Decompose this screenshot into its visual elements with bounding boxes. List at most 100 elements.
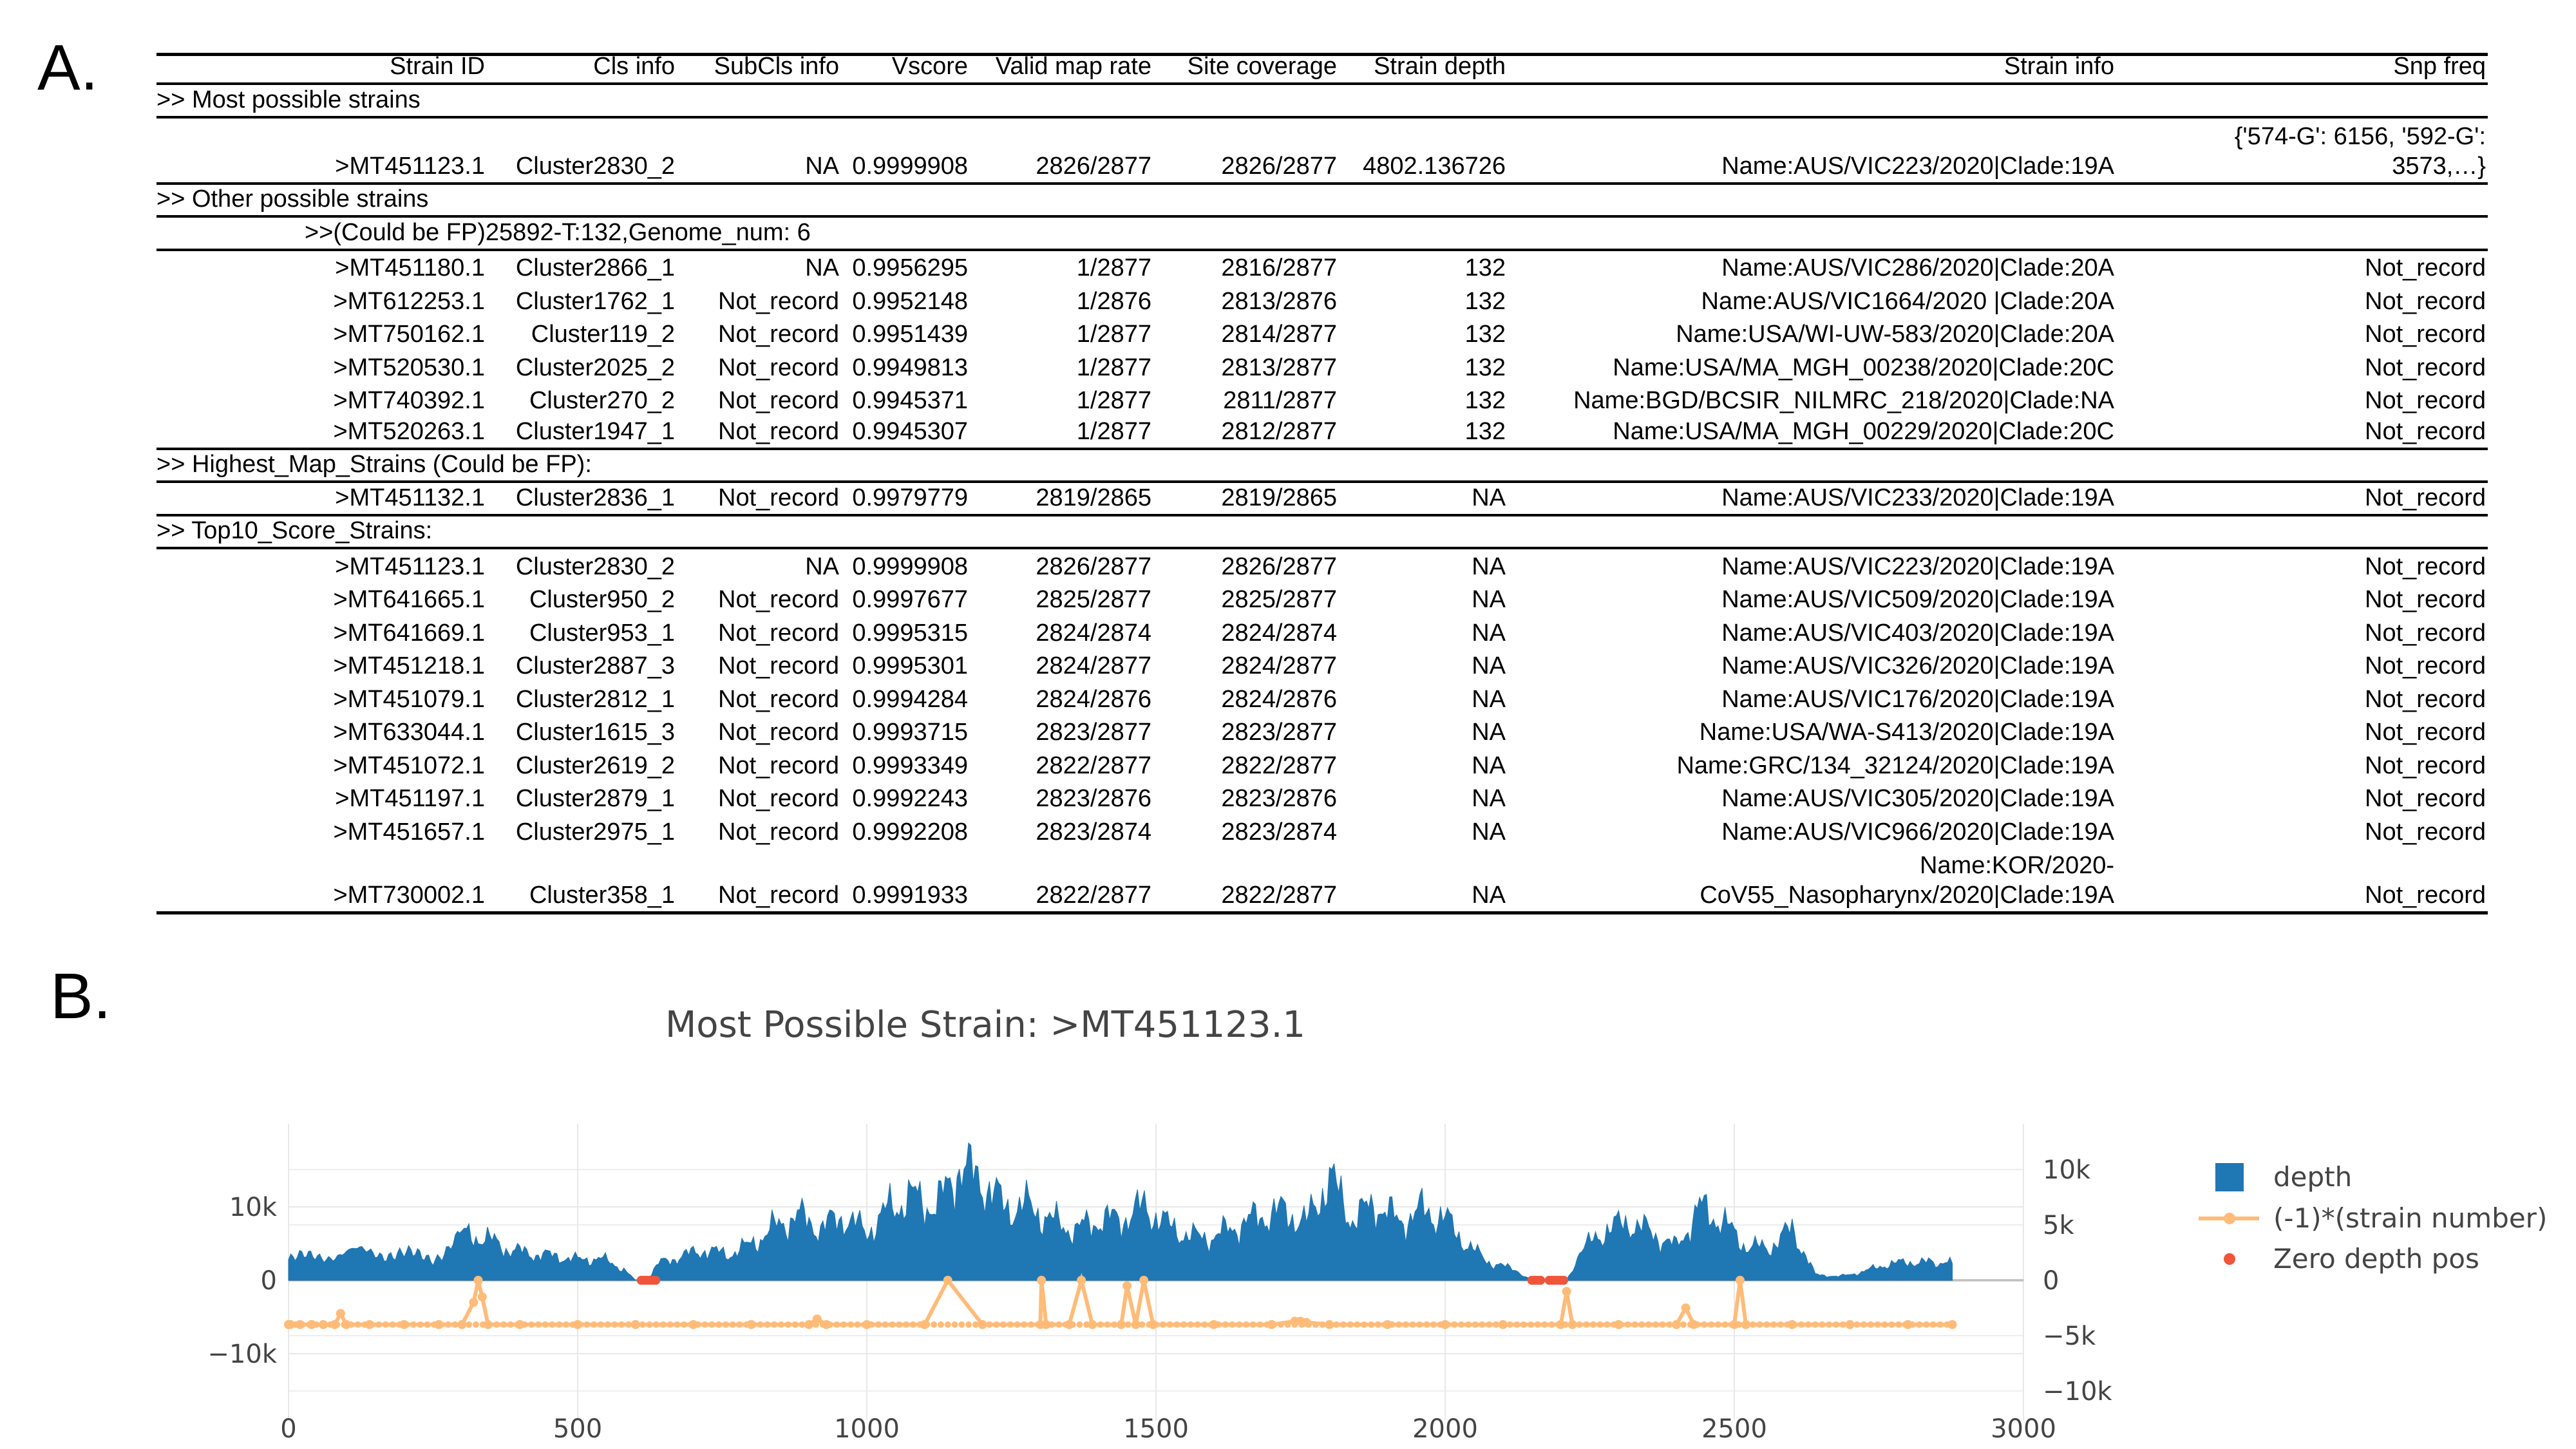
depth-area xyxy=(288,1142,1953,1281)
strain-number-point xyxy=(1416,1321,1423,1328)
cell-info: Name:AUS/VIC176/2020|Clade:19A xyxy=(1721,685,2114,713)
strain-number-point xyxy=(1589,1321,1596,1328)
strain-number-point xyxy=(1861,1321,1868,1328)
cell-subcls: Not_record xyxy=(718,321,839,348)
strain-number-point xyxy=(1493,1321,1500,1328)
column-header: Site coverage xyxy=(1187,53,1337,80)
strain-number-point xyxy=(931,1321,938,1328)
cell-depth: NA xyxy=(1472,619,1506,647)
cell-info: Name:AUS/VIC1664/2020 |Clade:20A xyxy=(1701,287,2114,315)
strain-number-point xyxy=(1944,1321,1951,1328)
depth-chart: Most Possible Strain: >MT451123.1 0 500 10… xyxy=(207,1004,2547,1444)
strain-number-point xyxy=(1062,1321,1069,1328)
strain-number-point xyxy=(410,1321,417,1328)
strain-number-point xyxy=(1444,1321,1451,1328)
cell-vscore: 0.9999908 xyxy=(852,553,968,580)
cell-id: >MT750162.1 xyxy=(333,321,485,348)
strain-number-point xyxy=(1173,1321,1180,1328)
strain-number-point xyxy=(389,1321,396,1328)
strain-number-point xyxy=(604,1321,611,1328)
section-title-row: >> Top10_Score_Strains: xyxy=(156,516,2488,549)
cell-snp: Not_record xyxy=(2365,387,2486,414)
cell-depth: 132 xyxy=(1464,321,1506,348)
table-row: >MT612253.1 Cluster1762_1 Not_record 0.9952… xyxy=(156,284,2488,317)
strain-number-point xyxy=(701,1321,708,1328)
strain-number-point xyxy=(903,1321,910,1328)
cell-cls: Cluster270_2 xyxy=(529,387,675,414)
y-right-tick-label: −5k xyxy=(2043,1321,2096,1351)
strain-number-point xyxy=(469,1298,478,1307)
strain-number-point xyxy=(1527,1321,1534,1328)
cell-snp: Not_record xyxy=(2365,652,2486,679)
cell-subcls: Not_record xyxy=(718,652,839,679)
strain-number-point xyxy=(424,1321,431,1328)
y-left-tick-label: −10k xyxy=(207,1340,277,1369)
cell-id: >MT451218.1 xyxy=(333,652,485,679)
strain-number-point xyxy=(451,1321,459,1328)
strain-number-point xyxy=(1396,1321,1403,1328)
strain-number-point xyxy=(1464,1321,1472,1328)
strain-number-point xyxy=(299,1321,306,1328)
strain-number-point xyxy=(1645,1321,1653,1328)
strain-number-point xyxy=(1034,1321,1041,1328)
cell-subcls: Not_record xyxy=(718,354,839,381)
strain-number-point xyxy=(750,1321,757,1328)
cell-depth: NA xyxy=(1472,685,1506,713)
strain-number-point xyxy=(1839,1321,1846,1328)
cell-depth: NA xyxy=(1472,881,1506,909)
cell-info: Name:USA/MA_MGH_00238/2020|Clade:20C xyxy=(1613,354,2114,381)
cell-cls: Cluster950_2 xyxy=(529,586,675,613)
strain-number-point xyxy=(473,1276,483,1285)
strain-number-point xyxy=(396,1321,403,1328)
cell-vscore: 0.9952148 xyxy=(852,287,968,315)
table-row: >MT451123.1 Cluster2830_2 NA 0.9999908 2826/… xyxy=(156,549,2488,583)
strain-number-point xyxy=(1555,1321,1562,1328)
cell-id: >MT730002.1 xyxy=(333,881,485,909)
strain-number-point xyxy=(542,1321,549,1328)
cell-snp: Not_record xyxy=(2365,752,2486,779)
x-tick-label: 2000 xyxy=(1412,1414,1478,1444)
cell-map: 2824/2877 xyxy=(1036,652,1151,679)
cell-map: 2824/2874 xyxy=(1036,619,1151,647)
strain-number-point xyxy=(1319,1321,1326,1328)
strain-number-point xyxy=(1583,1321,1590,1328)
strain-number-point xyxy=(1381,1321,1388,1328)
strain-number-point xyxy=(1652,1321,1659,1328)
strain-number-point xyxy=(486,1321,493,1328)
strain-number-point xyxy=(1721,1321,1728,1328)
cell-id: >MT451123.1 xyxy=(335,553,485,580)
strain-number-point xyxy=(1804,1321,1812,1328)
strain-number-point xyxy=(336,1309,345,1318)
strain-number-point xyxy=(354,1321,361,1328)
strain-number-point xyxy=(1139,1321,1146,1328)
strain-number-point xyxy=(1874,1321,1881,1328)
cell-info: Name:BGD/BCSIR_NILMRC_218/2020|Clade:NA xyxy=(1573,387,2114,414)
cell-cov: 2813/2876 xyxy=(1221,287,1337,315)
strain-number-point xyxy=(1153,1321,1159,1328)
strain-number-point xyxy=(528,1321,535,1328)
cell-id: >MT520530.1 xyxy=(333,354,485,381)
zero-depth-point xyxy=(1559,1276,1569,1285)
strain-number-point xyxy=(1638,1321,1645,1328)
cell-snp: Not_record xyxy=(2365,881,2486,909)
column-header: Strain info xyxy=(2003,53,2114,80)
strain-number-point xyxy=(1077,1276,1086,1285)
chart-legend: depth (-1)*(strain number) Zero depth pos xyxy=(2199,1161,2547,1274)
strain-number-point xyxy=(1298,1321,1305,1328)
strain-number-point xyxy=(1929,1321,1937,1328)
strain-number-point xyxy=(1895,1321,1902,1328)
strain-number-point xyxy=(1784,1321,1791,1328)
cell-info: Name:AUS/VIC223/2020|Clade:19A xyxy=(1721,152,2114,180)
cell-map: 2819/2865 xyxy=(1036,484,1151,511)
strain-number-point xyxy=(417,1321,424,1328)
strain-number-point xyxy=(826,1321,833,1328)
strain-number-point xyxy=(965,1321,972,1328)
strain-number-point xyxy=(1347,1321,1354,1328)
cell-map: 1/2877 xyxy=(1076,321,1151,348)
cell-snp: Not_record xyxy=(2365,484,2486,511)
strain-number-point xyxy=(1513,1321,1520,1328)
strain-number-point xyxy=(382,1321,389,1328)
y-right-tick-label: −10k xyxy=(2043,1377,2112,1406)
cell-snp: Not_record xyxy=(2365,354,2486,381)
column-header: Strain depth xyxy=(1374,53,1506,80)
